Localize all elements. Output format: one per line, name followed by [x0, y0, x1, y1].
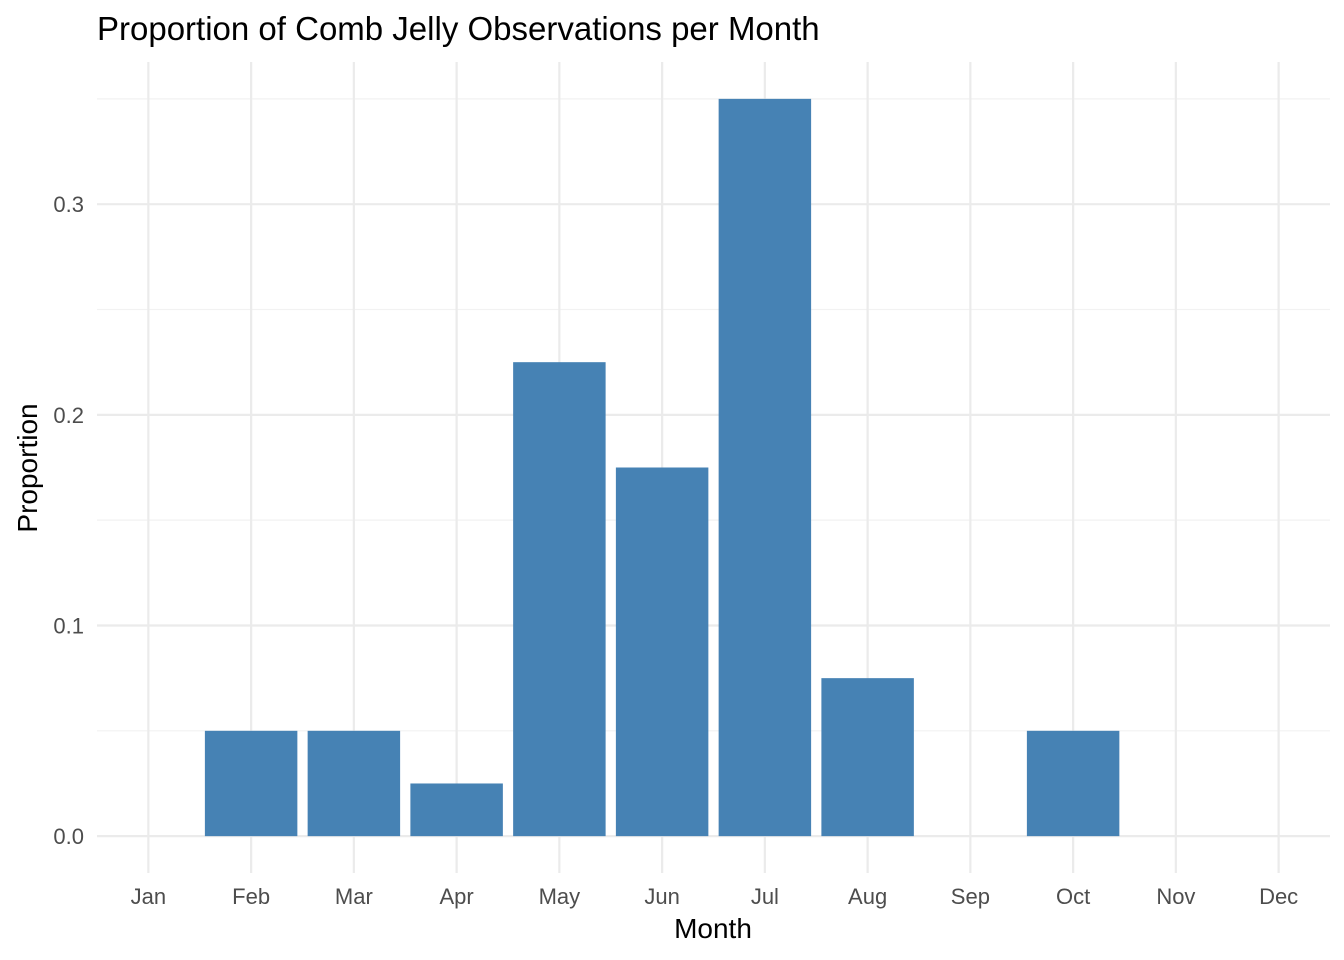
x-axis-title: Month — [674, 913, 752, 944]
x-tick-label: Jan — [131, 884, 166, 909]
x-tick-label: Mar — [335, 884, 373, 909]
y-axis-ticks: 0.0 0.1 0.2 0.3 — [53, 192, 84, 849]
x-tick-label: Dec — [1259, 884, 1298, 909]
y-tick-label: 0.3 — [53, 192, 84, 217]
bars — [204, 98, 1120, 837]
y-tick-label: 0.1 — [53, 613, 84, 638]
x-tick-label: Apr — [440, 884, 474, 909]
chart-title: Proportion of Comb Jelly Observations pe… — [97, 10, 820, 47]
x-axis-ticks: Jan Feb Mar Apr May Jun Jul Aug Sep Oct Nov Dec — [131, 884, 1299, 909]
y-axis-title: Proportion — [12, 403, 43, 532]
x-tick-label: May — [539, 884, 581, 909]
bar-jul — [718, 98, 812, 837]
bar-feb — [204, 730, 298, 837]
x-tick-label: Jun — [644, 884, 679, 909]
x-tick-label: Sep — [951, 884, 990, 909]
y-tick-label: 0.2 — [53, 403, 84, 428]
bar-apr — [410, 783, 503, 837]
x-tick-label: Jul — [751, 884, 779, 909]
x-tick-label: Feb — [232, 884, 270, 909]
bar-oct — [1026, 730, 1120, 837]
x-tick-label: Aug — [848, 884, 887, 909]
y-tick-label: 0.0 — [53, 824, 84, 849]
bar-mar — [307, 730, 401, 837]
bar-jun — [615, 467, 709, 837]
bar-aug — [821, 678, 914, 837]
x-tick-label: Oct — [1056, 884, 1090, 909]
bar-may — [513, 362, 606, 837]
x-tick-label: Nov — [1156, 884, 1195, 909]
